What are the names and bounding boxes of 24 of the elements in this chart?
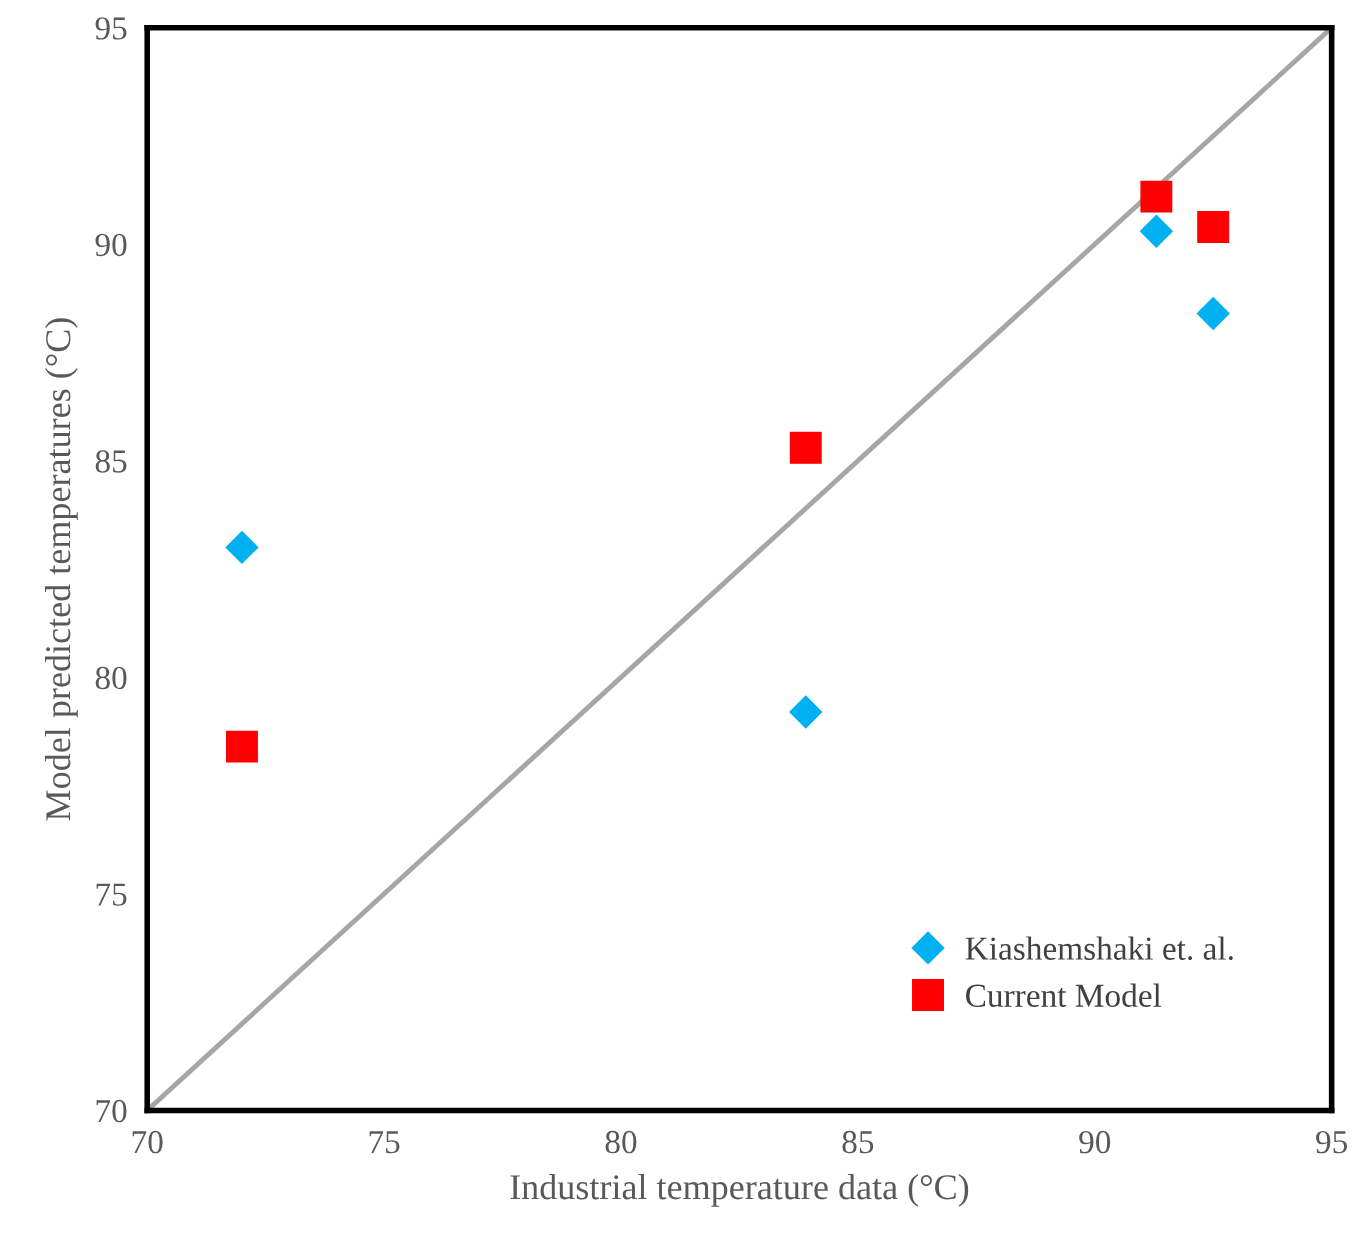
y-tick-label: 90 [95, 233, 127, 257]
point [789, 695, 823, 729]
point [225, 531, 259, 564]
legend-label: Kiashemshaki et. al. [965, 936, 1233, 961]
x-tick-label: 70 [132, 1130, 163, 1154]
y-axis-title: Model predicted temperatures (°C) [45, 318, 78, 821]
x-tick-label: 75 [369, 1131, 400, 1154]
x-tick-label: 95 [1316, 1130, 1348, 1154]
x-axis-title: Industrial temperature data (°C) [510, 1174, 969, 1207]
y-tick-label: 75 [96, 883, 127, 906]
x-tick-label: 90 [1079, 1130, 1111, 1154]
y-tick-label: 95 [95, 17, 127, 40]
y-tick-label: 85 [95, 450, 127, 473]
point [1140, 180, 1173, 213]
x-tick-label: 85 [842, 1130, 874, 1154]
point [789, 431, 822, 464]
point [1197, 210, 1230, 243]
y-tick-label: 70 [96, 1099, 127, 1123]
point [1139, 214, 1173, 248]
y-tick-label: 80 [95, 666, 127, 690]
point [1196, 297, 1230, 330]
point [225, 730, 258, 763]
legend-label: Current Model [966, 983, 1162, 1007]
x-tick-label: 80 [605, 1130, 637, 1154]
